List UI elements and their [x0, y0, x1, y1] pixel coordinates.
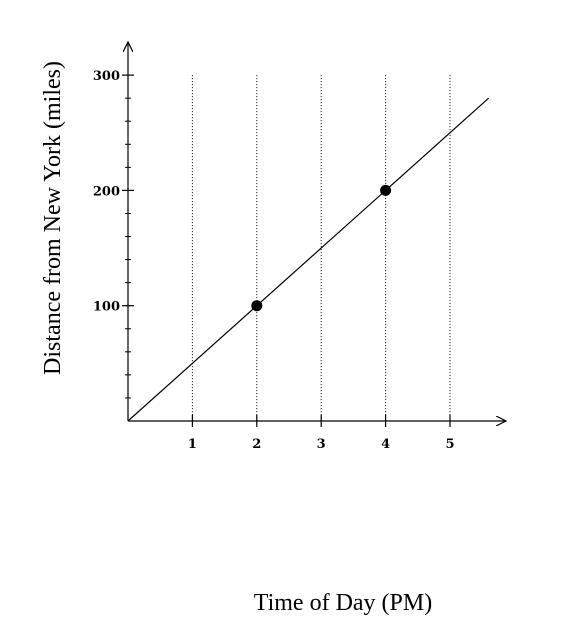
x-tick-label-2: 2: [252, 437, 261, 452]
ticks: [122, 74, 451, 427]
y-tick-label-200: 200: [93, 184, 120, 199]
y-tick-label-300: 300: [93, 69, 120, 84]
data-points: [251, 184, 392, 312]
axes: [128, 42, 506, 421]
x-tick-label-1: 1: [188, 437, 197, 452]
data-point-2: [380, 184, 392, 196]
series: [127, 97, 490, 422]
x-tick-label-3: 3: [317, 437, 326, 452]
y-tick-label-100: 100: [93, 300, 120, 315]
x-tick-label-5: 5: [445, 437, 454, 452]
x-tick-label-4: 4: [381, 437, 390, 452]
tick-labels: 1 2 3 4 5 100 200 300: [93, 69, 455, 452]
x-axis-title: Time of Day (PM): [254, 590, 432, 616]
y-axis-title: Distance from New York (miles): [40, 61, 66, 375]
data-point-1: [251, 300, 263, 312]
series-line: [127, 97, 490, 422]
